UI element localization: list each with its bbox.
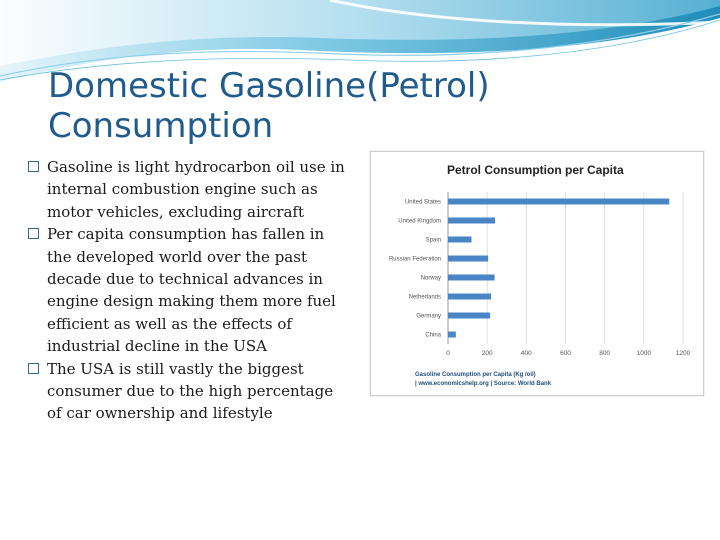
- header-wave-banner: [0, 0, 720, 82]
- slide-title-line-1: Domestic Gasoline(Petrol): [48, 66, 490, 106]
- petrol-consumption-chart: Petrol Consumption per Capita United Stat…: [389, 163, 691, 387]
- x-axis-label: | www.economicshelp.org | Source: World …: [415, 381, 552, 387]
- bar: [448, 236, 472, 243]
- chart-frame: Petrol Consumption per Capita United Stat…: [370, 151, 704, 396]
- bar: [448, 198, 670, 205]
- bullet-item: The USA is still vastly the biggest cons…: [28, 358, 348, 425]
- square-bullet-icon: [28, 228, 39, 240]
- bullet-text: Gasoline is light hydrocarbon oil use in…: [47, 158, 345, 221]
- bar: [448, 255, 489, 262]
- x-axis-label: Gasoline Consumption per Capita (Kg /oil…: [415, 372, 536, 378]
- bullet-text: Per capita consumption has fallen in the…: [47, 225, 336, 356]
- bullet-item: Gasoline is light hydrocarbon oil use in…: [28, 156, 348, 223]
- x-tick-label: 0: [446, 350, 450, 357]
- square-bullet-icon: [28, 362, 39, 374]
- x-tick-label: 200: [482, 350, 493, 357]
- x-tick-label: 400: [521, 350, 532, 357]
- x-tick-label: 1000: [637, 350, 652, 357]
- category-label: United Kingdom: [398, 219, 441, 225]
- bullet-item: Per capita consumption has fallen in the…: [28, 223, 348, 357]
- chart-title: Petrol Consumption per Capita: [447, 163, 624, 177]
- bar: [448, 312, 491, 319]
- x-tick-label: 600: [560, 350, 571, 357]
- category-label: Germany: [416, 314, 441, 320]
- slide-title-line-2: Consumption: [48, 106, 274, 146]
- bullet-list: Gasoline is light hydrocarbon oil use in…: [28, 156, 348, 425]
- x-tick-label: 1200: [676, 350, 691, 357]
- bar: [448, 331, 456, 338]
- bullet-text: The USA is still vastly the biggest cons…: [47, 359, 334, 423]
- category-label: Russian Federation: [389, 257, 441, 263]
- bar: [448, 217, 495, 224]
- bar: [448, 293, 492, 300]
- category-label: Spain: [426, 238, 441, 244]
- square-bullet-icon: [28, 161, 39, 172]
- x-tick-label: 800: [599, 350, 610, 357]
- category-label: Netherlands: [409, 295, 441, 301]
- category-label: Norway: [421, 276, 441, 282]
- category-label: United States: [405, 200, 441, 206]
- slide-title: Domestic Gasoline(Petrol) Consumption: [48, 66, 688, 146]
- category-label: China: [425, 333, 441, 339]
- bar: [448, 274, 495, 281]
